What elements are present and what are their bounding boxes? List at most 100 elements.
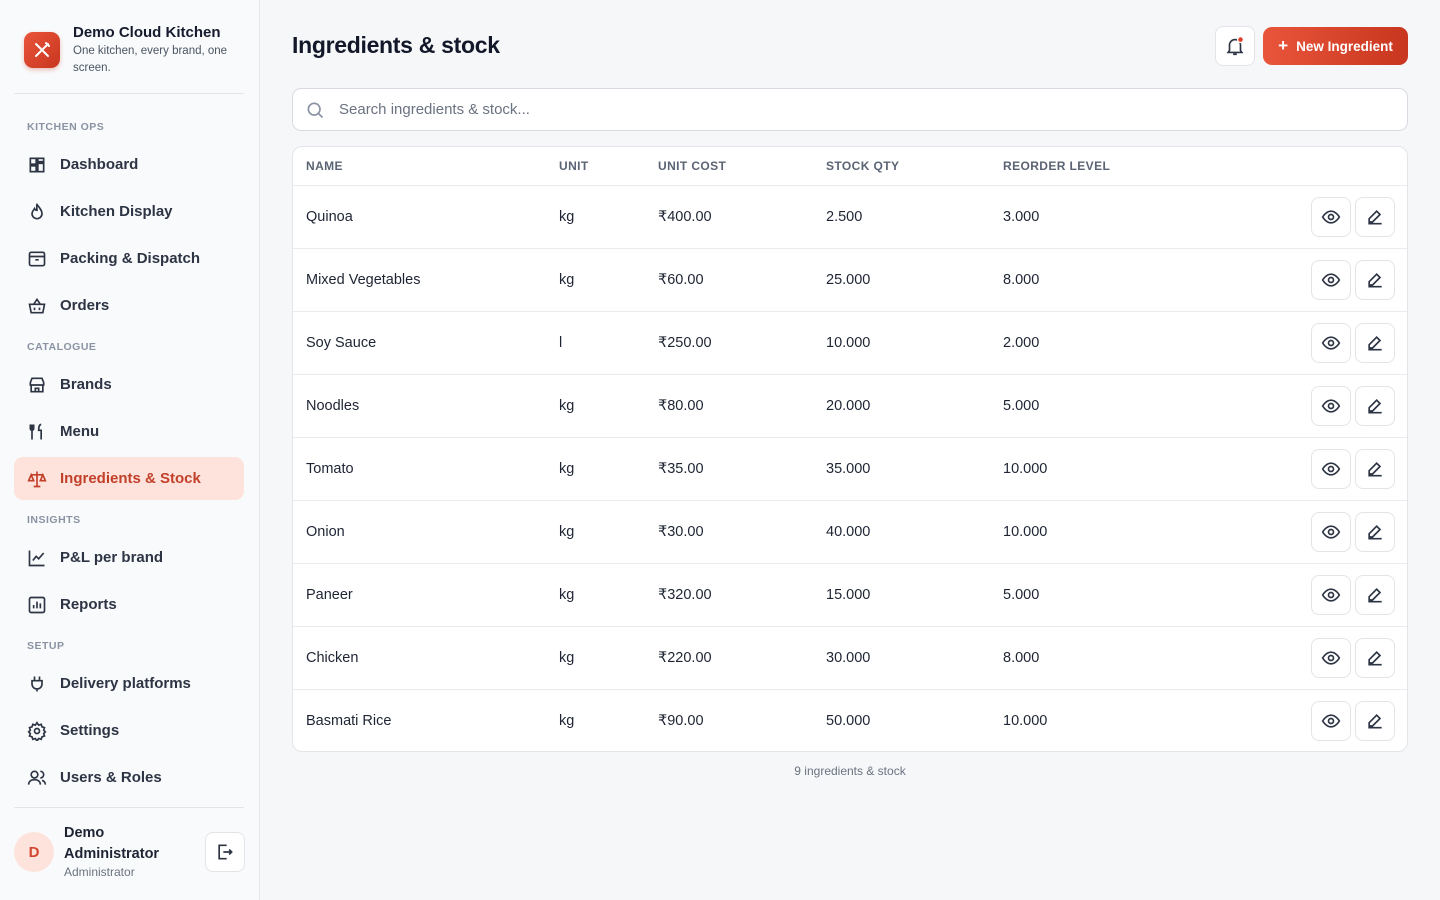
nav-item[interactable]: Orders	[14, 284, 244, 327]
icon	[1321, 273, 1341, 287]
table-cell: 10.000	[1003, 461, 1048, 477]
new-button-label: New Ingredient	[1296, 38, 1393, 54]
table-cell: Onion	[306, 524, 345, 540]
view-button[interactable]	[1311, 638, 1351, 678]
nav-icon	[28, 297, 46, 313]
view-button[interactable]	[1311, 260, 1351, 300]
table-cell: kg	[559, 524, 575, 540]
notifications-button[interactable]	[1215, 26, 1255, 66]
edit-button[interactable]	[1355, 575, 1395, 615]
icon	[1321, 336, 1341, 350]
nav-icon	[31, 202, 43, 219]
view-button[interactable]	[1311, 512, 1351, 552]
edit-button[interactable]	[1355, 638, 1395, 678]
divider	[14, 93, 244, 94]
nav-item-label: Dashboard	[60, 156, 139, 173]
table-row: Soy Sauce l ₹250.00 10.000 2.000	[293, 311, 1407, 374]
column-header: REORDER LEVEL	[1003, 159, 1111, 173]
table-cell: kg	[559, 398, 575, 414]
nav-icon	[27, 770, 47, 785]
table-cell: Mixed Vegetables	[306, 272, 421, 288]
view-button[interactable]	[1311, 386, 1351, 426]
table: NAME UNIT UNIT COST STOCK QTY REORDER LEVEL Q…	[292, 146, 1408, 752]
icon	[1368, 650, 1382, 666]
edit-button[interactable]	[1355, 512, 1395, 552]
logout-button[interactable]	[205, 832, 245, 872]
nav-item-label: Kitchen Display	[60, 203, 173, 220]
table-cell: 5.000	[1003, 587, 1040, 603]
nav-item[interactable]: Settings	[14, 709, 244, 752]
brand-tagline: One kitchen, every brand, one screen.	[73, 45, 228, 74]
edit-button[interactable]	[1355, 701, 1395, 741]
edit-button[interactable]	[1355, 449, 1395, 489]
table-cell: ₹320.00	[658, 587, 712, 603]
nav-icon	[29, 423, 42, 439]
user-role: Administrator	[64, 865, 135, 879]
table-cell: 2.000	[1003, 335, 1040, 351]
table-cell: 20.000	[826, 398, 871, 414]
nav-section-label: KITCHEN OPS	[27, 121, 105, 133]
nav-item-label: Menu	[60, 423, 100, 440]
table-cell: Quinoa	[306, 209, 353, 225]
nav-item[interactable]: Users & Roles	[14, 756, 244, 799]
view-button[interactable]	[1311, 701, 1351, 741]
nav-item[interactable]: Kitchen Display	[14, 190, 244, 233]
nav-item[interactable]: Ingredients & Stock	[14, 457, 244, 500]
icon	[1368, 461, 1382, 477]
icon	[1368, 587, 1382, 603]
logo	[24, 32, 60, 68]
table-cell: Noodles	[306, 398, 360, 414]
search-placeholder: Search ingredients & stock...	[339, 101, 530, 118]
nav-icon	[29, 377, 45, 392]
view-button[interactable]	[1311, 197, 1351, 237]
nav-item[interactable]: Brands	[14, 363, 244, 406]
nav-section-label: INSIGHTS	[27, 514, 81, 526]
table-footer: 9 ingredients & stock	[794, 764, 906, 778]
table-cell: 2.500	[826, 209, 863, 225]
table-cell: ₹80.00	[658, 398, 704, 414]
search-input[interactable]: Search ingredients & stock...	[292, 88, 1408, 131]
table-cell: 8.000	[1003, 650, 1040, 666]
nav-item[interactable]: Menu	[14, 410, 244, 453]
nav-item[interactable]: Reports	[14, 583, 244, 626]
nav-item[interactable]: Delivery platforms	[14, 662, 244, 705]
table-cell: ₹400.00	[658, 209, 712, 225]
nav-icon	[28, 251, 46, 266]
icon	[1321, 588, 1341, 602]
nav-item[interactable]: Packing & Dispatch	[14, 237, 244, 280]
table-cell: Soy Sauce	[306, 335, 377, 351]
edit-button[interactable]	[1355, 197, 1395, 237]
table-cell: ₹35.00	[658, 461, 704, 477]
table-row: Quinoa kg ₹400.00 2.500 3.000	[293, 185, 1407, 248]
nav-item-label: Reports	[60, 596, 117, 613]
nav-item-label: Settings	[60, 722, 120, 739]
edit-button[interactable]	[1355, 386, 1395, 426]
table-cell: Chicken	[306, 650, 359, 666]
nav-icon	[27, 471, 47, 487]
icon	[1368, 209, 1382, 225]
table-row: Basmati Rice kg ₹90.00 50.000 10.000	[293, 689, 1407, 751]
table-cell: kg	[559, 461, 575, 477]
edit-button[interactable]	[1355, 323, 1395, 363]
table-cell: ₹250.00	[658, 335, 712, 351]
nav-icon	[28, 550, 45, 566]
icon	[1368, 398, 1382, 414]
table-cell: kg	[559, 209, 575, 225]
table-cell: 15.000	[826, 587, 871, 603]
table-cell: kg	[559, 650, 575, 666]
table-cell: 3.000	[1003, 209, 1040, 225]
nav-item-label: Users & Roles	[60, 769, 162, 786]
view-button[interactable]	[1311, 575, 1351, 615]
nav-icon	[27, 720, 47, 741]
nav-item[interactable]: P&L per brand	[14, 536, 244, 579]
column-header: UNIT COST	[658, 159, 727, 173]
nav-item[interactable]: Dashboard	[14, 143, 244, 186]
nav-item-label: Ingredients & Stock	[60, 470, 201, 487]
view-button[interactable]	[1311, 323, 1351, 363]
edit-button[interactable]	[1355, 260, 1395, 300]
view-button[interactable]	[1311, 449, 1351, 489]
plus-icon: +	[1278, 36, 1289, 55]
table-cell: 50.000	[826, 713, 871, 729]
new-button[interactable]: + New Ingredient	[1263, 27, 1408, 65]
column-header: STOCK QTY	[826, 159, 900, 173]
